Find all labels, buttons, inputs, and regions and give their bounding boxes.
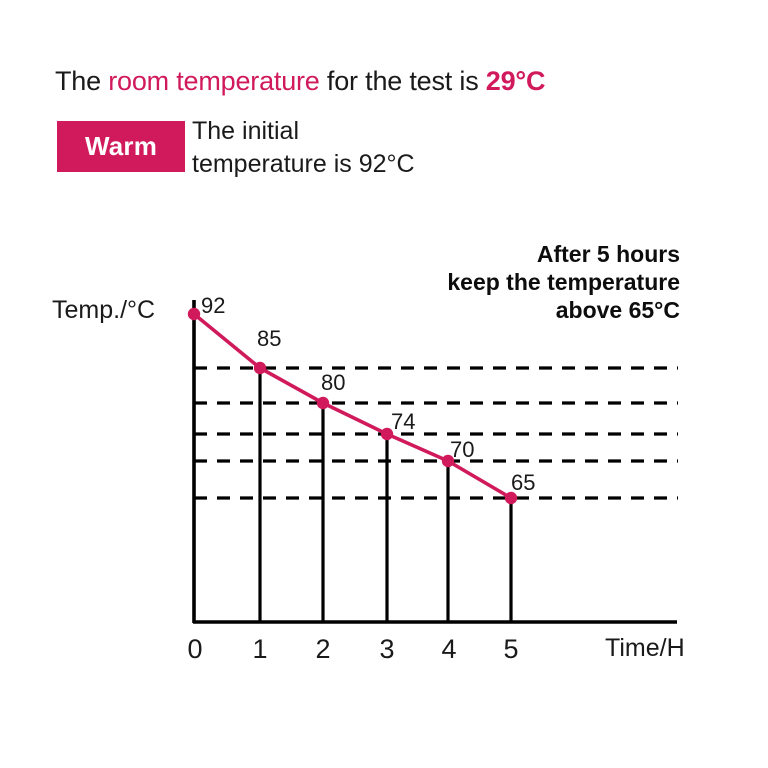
headline-prefix: The (55, 66, 109, 96)
temperature-series-line (192, 312, 513, 500)
data-point-0 (187, 307, 201, 321)
data-point-label-4: 70 (450, 437, 475, 462)
x-tick-label-1: 1 (252, 634, 268, 664)
status-badge-label: Warm (84, 131, 158, 161)
headline-accent: room temperature (108, 66, 320, 96)
data-point-label-1: 85 (257, 326, 282, 351)
data-point-1 (253, 361, 267, 375)
chart-annotation: After 5 hours keep the temperature above… (447, 241, 680, 323)
data-point-3 (380, 427, 394, 441)
droplines (258, 368, 513, 622)
headline: The room temperature for the test is 29°… (55, 64, 546, 98)
data-point-label-5: 65 (511, 470, 536, 495)
status-badge-warm: Warm (57, 121, 185, 172)
data-point-label-0: 92 (201, 293, 226, 318)
x-tick-label-3: 3 (379, 634, 395, 664)
y-axis-title: Temp./°C (52, 296, 156, 324)
data-point-4 (441, 454, 455, 468)
headline-middle: for the test is (319, 66, 486, 96)
x-tick-label-4: 4 (441, 634, 457, 664)
axes (192, 300, 677, 624)
data-point-5 (504, 491, 518, 505)
data-point-2 (316, 396, 330, 410)
data-point-label-3: 74 (391, 409, 416, 434)
gridlines (194, 366, 678, 500)
x-tick-label-5: 5 (503, 634, 519, 664)
data-point-label-2: 80 (321, 370, 346, 395)
x-axis-title: Time/H (605, 634, 685, 662)
data-point-markers (187, 307, 518, 505)
initial-temperature-text: The initial temperature is 92°C (192, 117, 415, 178)
x-tick-label-2: 2 (315, 634, 331, 664)
headline-value: 29°C (485, 66, 546, 96)
x-tick-label-0: 0 (187, 634, 203, 664)
